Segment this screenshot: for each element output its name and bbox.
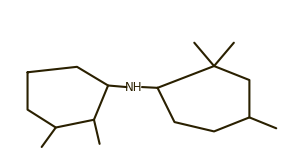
Text: NH: NH — [125, 81, 142, 94]
